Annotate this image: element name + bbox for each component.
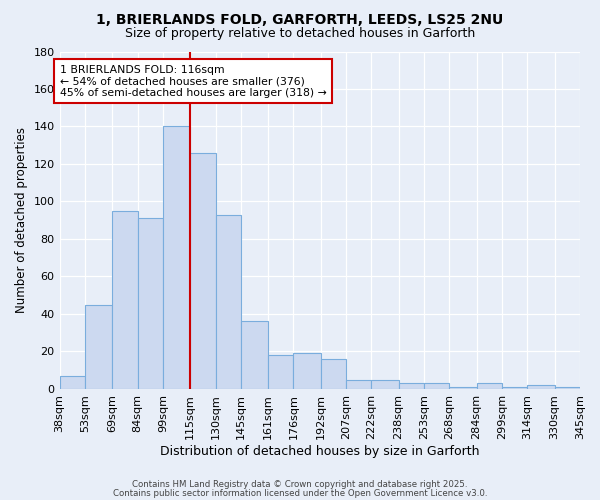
Y-axis label: Number of detached properties: Number of detached properties bbox=[15, 127, 28, 313]
Bar bbox=[215, 214, 241, 389]
Bar bbox=[449, 387, 476, 389]
Bar bbox=[293, 354, 320, 389]
Bar bbox=[502, 387, 527, 389]
Bar bbox=[59, 376, 85, 389]
Bar bbox=[371, 380, 398, 389]
Bar bbox=[424, 384, 449, 389]
Bar bbox=[112, 211, 137, 389]
Text: 1 BRIERLANDS FOLD: 116sqm
← 54% of detached houses are smaller (376)
45% of semi: 1 BRIERLANDS FOLD: 116sqm ← 54% of detac… bbox=[59, 64, 326, 98]
Bar bbox=[163, 126, 190, 389]
Bar bbox=[137, 218, 163, 389]
Bar bbox=[190, 152, 215, 389]
X-axis label: Distribution of detached houses by size in Garforth: Distribution of detached houses by size … bbox=[160, 444, 479, 458]
Text: Contains public sector information licensed under the Open Government Licence v3: Contains public sector information licen… bbox=[113, 488, 487, 498]
Bar bbox=[476, 384, 502, 389]
Bar bbox=[554, 387, 580, 389]
Bar bbox=[320, 359, 346, 389]
Text: Contains HM Land Registry data © Crown copyright and database right 2025.: Contains HM Land Registry data © Crown c… bbox=[132, 480, 468, 489]
Bar bbox=[527, 385, 554, 389]
Bar bbox=[241, 322, 268, 389]
Text: Size of property relative to detached houses in Garforth: Size of property relative to detached ho… bbox=[125, 28, 475, 40]
Bar bbox=[398, 384, 424, 389]
Bar bbox=[85, 304, 112, 389]
Text: 1, BRIERLANDS FOLD, GARFORTH, LEEDS, LS25 2NU: 1, BRIERLANDS FOLD, GARFORTH, LEEDS, LS2… bbox=[97, 12, 503, 26]
Bar bbox=[268, 355, 293, 389]
Bar bbox=[346, 380, 371, 389]
